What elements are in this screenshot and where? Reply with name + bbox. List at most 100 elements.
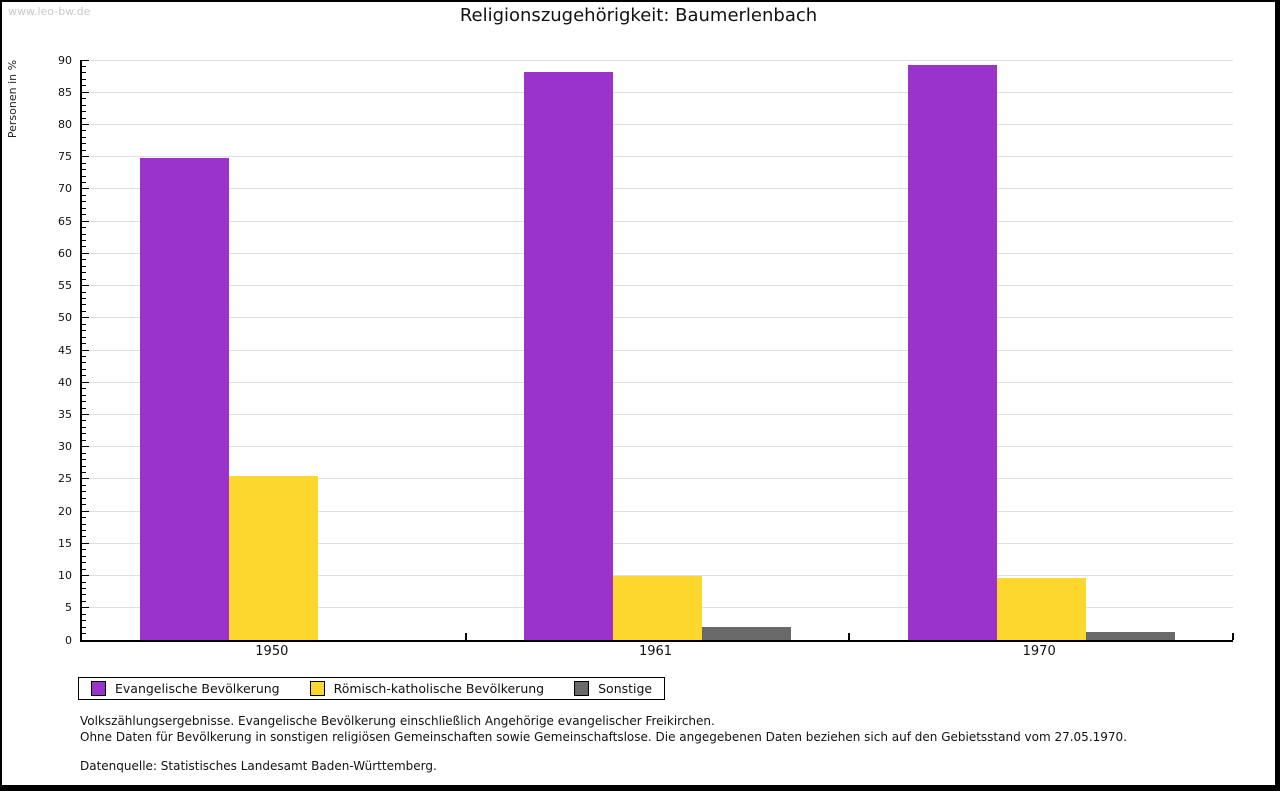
y-tick-18	[82, 523, 86, 525]
y-tick-51	[82, 310, 86, 312]
y-tick-58	[82, 265, 86, 267]
y-axis-tick-labels: 0 5 10 15 20 25 30 35 40 45 50 55 60 65 70 75 80 85 90	[2, 54, 72, 647]
y-tick-label-55: 55	[58, 279, 72, 293]
y-tick-33	[82, 426, 86, 428]
gridline-35	[82, 413, 1233, 415]
x-axis-tick-labels: 1950 1961 1970	[80, 644, 1231, 659]
y-tick-16	[82, 536, 86, 538]
y-tick-81	[82, 117, 86, 119]
y-tick-9	[82, 581, 86, 583]
y-tick-23	[82, 491, 86, 493]
y-tick-label-10: 10	[58, 569, 72, 583]
y-tick-28	[82, 459, 86, 461]
y-tick-label-25: 25	[58, 472, 72, 486]
y-tick-14	[82, 549, 86, 551]
y-tick-35	[82, 413, 89, 415]
y-tick-67	[82, 207, 86, 209]
y-tick-90	[82, 59, 89, 61]
y-tick-88	[82, 72, 86, 74]
y-tick-38	[82, 394, 86, 396]
legend-item-evangelische-bev-lkerung: Evangelische Bevölkerung	[91, 681, 280, 696]
x-tick-label-1950: 1950	[255, 644, 289, 659]
y-tick-59	[82, 259, 86, 261]
y-tick-17	[82, 529, 86, 531]
y-tick-42	[82, 368, 86, 370]
gridline-70	[82, 188, 1233, 190]
legend-swatch-sonstige	[574, 681, 590, 696]
y-tick-69	[82, 194, 86, 196]
bar-r-misch-katholische-bev-lkerung-1970	[996, 577, 1086, 640]
bar-evangelische-bev-lkerung-1970	[907, 65, 997, 640]
bar-r-misch-katholische-bev-lkerung-1950	[229, 476, 319, 640]
y-tick-5	[82, 607, 89, 609]
y-tick-22	[82, 497, 86, 499]
chart-title: Religionszugehörigkeit: Baumerlenbach	[459, 5, 818, 26]
y-tick-8	[82, 587, 86, 589]
y-tick-27	[82, 465, 86, 467]
y-tick-75	[82, 156, 89, 158]
gridline-90	[82, 59, 1233, 61]
y-tick-61	[82, 246, 86, 248]
y-tick-7	[82, 594, 86, 596]
watermark: www.leo-bw.de	[8, 5, 91, 18]
y-tick-73	[82, 169, 86, 171]
y-tick-3	[82, 620, 86, 622]
y-tick-79	[82, 130, 86, 132]
y-tick-21	[82, 504, 86, 506]
y-tick-66	[82, 214, 86, 216]
y-tick-50	[82, 317, 89, 319]
y-tick-36	[82, 407, 86, 409]
gridline-40	[82, 381, 1233, 383]
y-tick-48	[82, 330, 86, 332]
y-tick-10	[82, 575, 89, 577]
gridline-50	[82, 317, 1233, 319]
gridline-30	[82, 446, 1233, 448]
y-tick-62	[82, 239, 86, 241]
y-tick-label-50: 50	[58, 311, 72, 325]
y-tick-82	[82, 111, 86, 113]
y-tick-label-75: 75	[58, 150, 72, 164]
y-tick-64	[82, 227, 86, 229]
y-tick-39	[82, 388, 86, 390]
y-tick-label-0: 0	[65, 633, 72, 647]
y-tick-86	[82, 85, 86, 87]
y-tick-72	[82, 175, 86, 177]
y-tick-52	[82, 304, 86, 306]
legend-label-evangelische-bev-lkerung: Evangelische Bevölkerung	[115, 681, 280, 696]
gridline-25	[82, 478, 1233, 480]
y-tick-80	[82, 123, 89, 125]
y-tick-label-45: 45	[58, 343, 72, 357]
x-tick-label-1970: 1970	[1022, 644, 1056, 659]
gridline-75	[82, 156, 1233, 158]
bar-sonstige-1970	[1085, 632, 1175, 640]
gridline-85	[82, 91, 1233, 93]
footnote-line-1: Volkszählungsergebnisse. Evangelische Be…	[80, 714, 715, 728]
y-tick-37	[82, 401, 86, 403]
y-tick-label-15: 15	[58, 536, 72, 550]
bar-sonstige-1961	[702, 627, 791, 640]
y-tick-40	[82, 381, 89, 383]
gridline-45	[82, 349, 1233, 351]
footnote-line-2: Ohne Daten für Bevölkerung in sonstigen …	[80, 730, 1127, 744]
y-tick-68	[82, 201, 86, 203]
y-tick-24	[82, 484, 86, 486]
bar-evangelische-bev-lkerung-1961	[524, 71, 613, 640]
y-tick-1	[82, 633, 86, 635]
y-tick-44	[82, 355, 86, 357]
y-tick-20	[82, 510, 89, 512]
bar-group-1970	[849, 60, 1233, 640]
x-axis-separator-tick-3	[1232, 633, 1234, 640]
plot-area	[80, 59, 1234, 642]
y-tick-13	[82, 555, 86, 557]
y-tick-43	[82, 362, 86, 364]
legend-label-r-misch-katholische-bev-lkerung: Römisch-katholische Bevölkerung	[333, 681, 545, 696]
bar-evangelische-bev-lkerung-1950	[140, 157, 230, 640]
y-tick-56	[82, 278, 86, 280]
legend-swatch-evangelische-bev-lkerung	[91, 681, 106, 696]
y-tick-30	[82, 446, 89, 448]
y-tick-label-20: 20	[58, 504, 72, 518]
y-tick-71	[82, 181, 86, 183]
y-tick-57	[82, 272, 86, 274]
y-tick-label-35: 35	[58, 407, 72, 421]
y-tick-label-80: 80	[58, 117, 72, 131]
